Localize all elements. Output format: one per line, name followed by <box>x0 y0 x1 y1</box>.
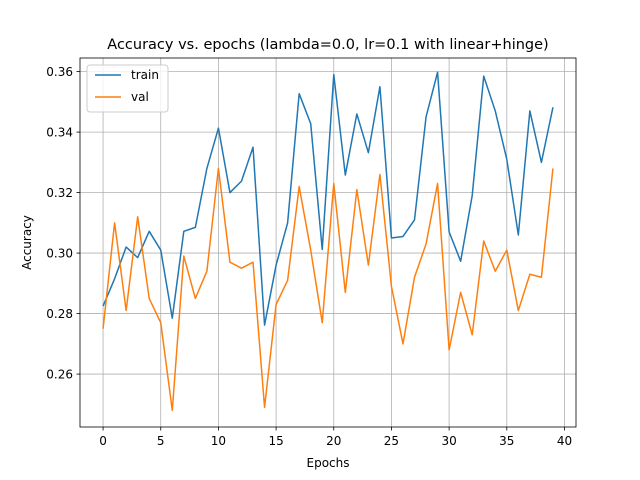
y-tick-label: 0.26 <box>46 367 73 381</box>
grid <box>80 58 576 427</box>
y-tick-label: 0.34 <box>46 125 73 139</box>
legend-label-val: val <box>131 90 149 104</box>
x-tick-label: 20 <box>326 434 341 448</box>
chart-title: Accuracy vs. epochs (lambda=0.0, lr=0.1 … <box>107 37 548 53</box>
x-tick-label: 30 <box>441 434 456 448</box>
y-axis-label: Accuracy <box>20 215 34 270</box>
legend-label-train: train <box>131 68 159 82</box>
x-tick-label: 5 <box>157 434 165 448</box>
x-tick-label: 40 <box>557 434 572 448</box>
legend-box <box>86 64 169 113</box>
x-tick-label: 0 <box>99 434 107 448</box>
series-line-val <box>102 167 554 412</box>
x-tick-label: 25 <box>384 434 399 448</box>
series-line-train <box>102 71 554 326</box>
y-tick-label: 0.30 <box>46 246 73 260</box>
series-group <box>102 71 554 412</box>
x-tick-label: 10 <box>211 434 226 448</box>
x-tick-label: 15 <box>268 434 283 448</box>
legend: train val <box>86 64 169 113</box>
ticks: 0 5 10 15 20 25 30 35 40 0.26 0.28 0.30 0.32 0.34 0.36 <box>46 65 572 448</box>
x-tick-label: 35 <box>499 434 514 448</box>
y-tick-label: 0.36 <box>46 65 73 79</box>
plot-frame <box>79 57 577 428</box>
y-tick-label: 0.32 <box>46 186 73 200</box>
y-tick-label: 0.28 <box>46 307 73 321</box>
x-axis-label: Epochs <box>307 456 350 470</box>
